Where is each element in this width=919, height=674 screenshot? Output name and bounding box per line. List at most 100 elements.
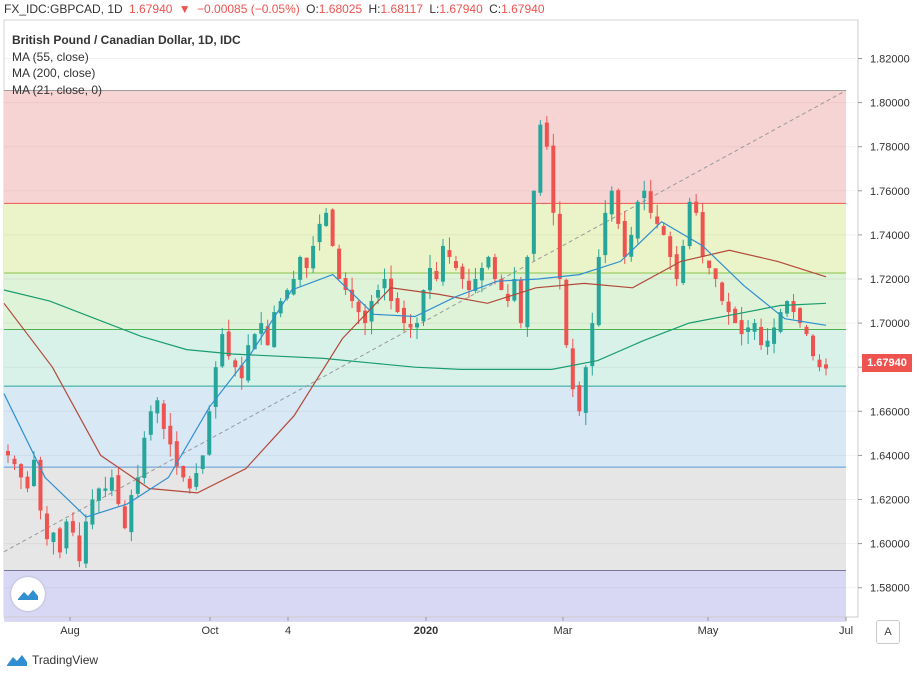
candle-body	[311, 245, 316, 269]
down-arrow-icon: ▼	[178, 2, 191, 16]
time-tick-label: Oct	[201, 625, 218, 637]
candle-body	[733, 308, 738, 324]
candle-body	[694, 201, 699, 213]
candle-body	[791, 301, 796, 313]
candle-body	[492, 257, 497, 279]
candle-body	[259, 323, 264, 334]
auto-scale-button[interactable]: A	[876, 620, 900, 644]
trend-line	[3, 90, 847, 553]
tradingview-brand[interactable]: TradingView	[6, 653, 98, 667]
candle-body	[252, 334, 257, 350]
candle-body	[739, 320, 744, 335]
candle-body	[187, 478, 192, 489]
candle-body	[246, 345, 251, 381]
price-tick-label: 1.64000	[870, 450, 910, 462]
price-tick-label: 1.74000	[870, 230, 910, 242]
change-value: −0.00085 (−0.05%)	[197, 2, 300, 16]
candle-body	[304, 257, 309, 268]
candle-body	[356, 301, 361, 313]
candle-body	[486, 256, 491, 268]
high-label: H:	[368, 2, 381, 16]
candle-body	[129, 495, 134, 533]
candle-body	[525, 256, 530, 328]
candle-body	[70, 521, 75, 533]
candle-body	[427, 267, 432, 291]
candle-body	[759, 326, 764, 346]
candle-body	[687, 201, 692, 247]
candle-body	[324, 212, 329, 226]
low-value: 1.67940	[439, 2, 483, 16]
candle-body	[83, 521, 88, 564]
legend-ma200[interactable]: MA (200, close)	[12, 66, 96, 80]
close-value: 1.67940	[501, 2, 545, 16]
candle-body	[778, 312, 783, 332]
candle-body	[635, 201, 640, 239]
candle-body	[544, 122, 549, 147]
candle-body	[518, 279, 523, 324]
candle-body	[109, 477, 114, 491]
ma21-line	[3, 249, 827, 494]
legend-ma21[interactable]: MA (21, close, 0)	[12, 82, 103, 97]
candle-body	[824, 364, 828, 369]
price-tick-label: 1.72000	[870, 274, 910, 286]
candle-body	[700, 212, 705, 257]
candle-body	[389, 278, 394, 302]
candle-body	[194, 473, 199, 487]
candle-body	[538, 124, 543, 193]
candle-body	[713, 268, 718, 279]
candle-body	[551, 145, 556, 213]
fib-zone	[4, 203, 846, 274]
fib-zone	[4, 570, 846, 622]
candle-body	[447, 250, 452, 257]
candle-body	[291, 279, 296, 295]
candle-body	[434, 271, 439, 279]
candle-body	[18, 464, 23, 478]
time-tick-label: 4	[285, 625, 291, 637]
brand-name: TradingView	[32, 653, 99, 667]
candle-body	[564, 279, 569, 346]
candle-body	[155, 400, 160, 414]
candle-body	[499, 278, 504, 291]
candle-body	[505, 293, 510, 302]
candle-body	[57, 528, 62, 553]
candle-body	[148, 411, 153, 435]
candle-body	[330, 209, 335, 246]
candle-body	[135, 477, 140, 494]
candle-body	[174, 441, 179, 467]
price-tick-label: 1.70000	[870, 318, 910, 330]
candle-body	[207, 411, 212, 455]
candle-body	[213, 367, 218, 407]
candle-body	[161, 403, 166, 429]
legend-ma55[interactable]: MA (55, close)	[12, 49, 89, 64]
price-tick-label: 1.76000	[870, 186, 910, 198]
candle-body	[616, 190, 621, 224]
candle-body	[746, 327, 751, 332]
tradingview-badge-icon[interactable]	[11, 577, 45, 611]
candle-body	[233, 360, 238, 368]
candle-body	[96, 488, 101, 501]
candle-body	[817, 359, 822, 368]
open-value: 1.68025	[318, 2, 363, 16]
candle-body	[570, 348, 575, 390]
candle-body	[622, 220, 627, 257]
price-tick-label: 1.60000	[870, 539, 910, 551]
candle-body	[609, 190, 614, 215]
symbol-header: FX_IDC:GBPCAD, 1D 1.67940 ▼ −0.00085 (−0…	[4, 2, 548, 16]
candle-body	[337, 248, 342, 279]
candle-body	[473, 279, 478, 291]
candle-body	[200, 455, 205, 470]
candle-body	[298, 256, 303, 280]
candle-body	[785, 301, 790, 314]
candle-body	[603, 212, 608, 256]
candle-body	[90, 499, 95, 525]
ma55-line	[3, 220, 827, 518]
symbol-label[interactable]: FX_IDC:GBPCAD, 1D	[4, 2, 123, 16]
candle-body	[440, 245, 445, 282]
candle-body	[6, 450, 10, 456]
time-tick-label: Aug	[60, 625, 80, 637]
candle-body	[376, 290, 381, 298]
candle-body	[512, 279, 517, 301]
candle-body	[642, 190, 647, 199]
fib-zone	[4, 467, 846, 571]
